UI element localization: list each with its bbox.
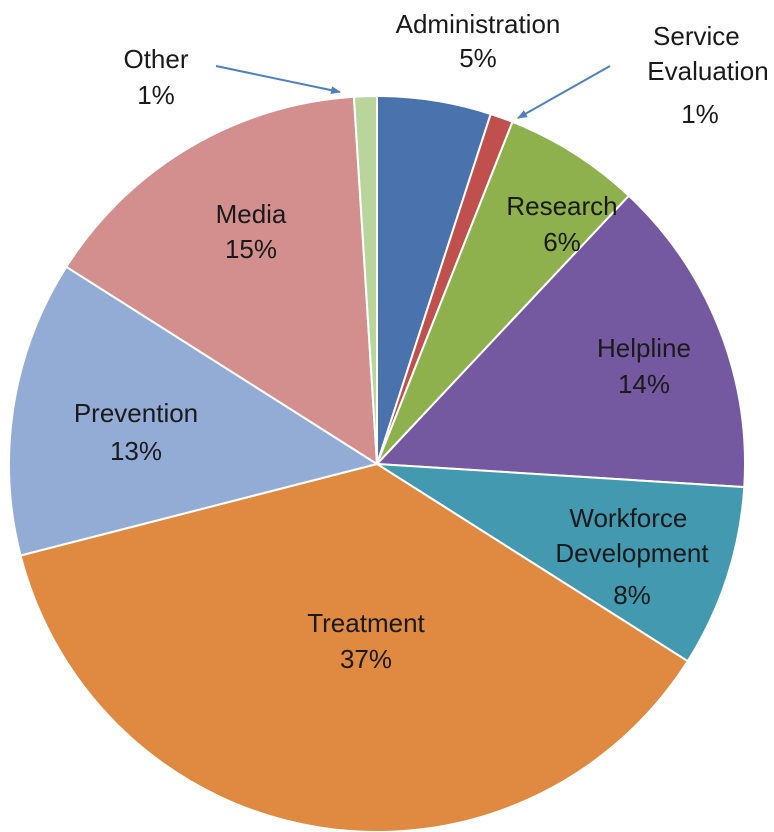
pie-slices [8, 94, 746, 832]
label-administration-name: Administration [396, 9, 561, 39]
label-workforce-line1: Workforce [569, 503, 687, 533]
label-service-evaluation-line2: Evaluation [647, 56, 768, 86]
label-workforce-development-value: 8% [613, 580, 651, 610]
label-workforce-line2: Development [555, 538, 709, 568]
label-treatment-name: Treatment [307, 608, 425, 638]
label-other-name: Other [123, 44, 188, 74]
pie-slice-other [352, 94, 378, 465]
label-service-evaluation-line1: Service [653, 21, 740, 51]
leader-arrow-other [215, 65, 341, 95]
slice-labels: Administration 5% Service Evaluation 1% … [74, 9, 769, 674]
pie-slice-media [64, 95, 379, 466]
label-media-value: 15% [225, 234, 277, 264]
pie-slice-research [376, 120, 631, 465]
label-workforce-development-name: Workforce Development [555, 503, 709, 568]
label-research-value: 6% [543, 227, 581, 257]
leader-arrow-service-evaluation [517, 65, 611, 119]
label-treatment-value: 37% [340, 644, 392, 674]
label-service-evaluation-name: Service Evaluation [647, 21, 768, 86]
label-other-value: 1% [137, 80, 175, 110]
pie-slice-treatment [19, 462, 690, 832]
label-service-evaluation-value: 1% [681, 99, 719, 129]
label-prevention-name: Prevention [74, 398, 198, 428]
pie-slice-helpline [374, 194, 746, 489]
pie-slice-workforce-development [376, 463, 746, 663]
label-administration-value: 5% [459, 43, 497, 73]
label-prevention-value: 13% [110, 436, 162, 466]
label-helpline-name: Helpline [597, 333, 691, 363]
label-helpline-value: 14% [618, 369, 670, 399]
pie-slice-prevention [8, 265, 380, 557]
label-media-name: Media [216, 199, 287, 229]
label-research-name: Research [506, 191, 617, 221]
